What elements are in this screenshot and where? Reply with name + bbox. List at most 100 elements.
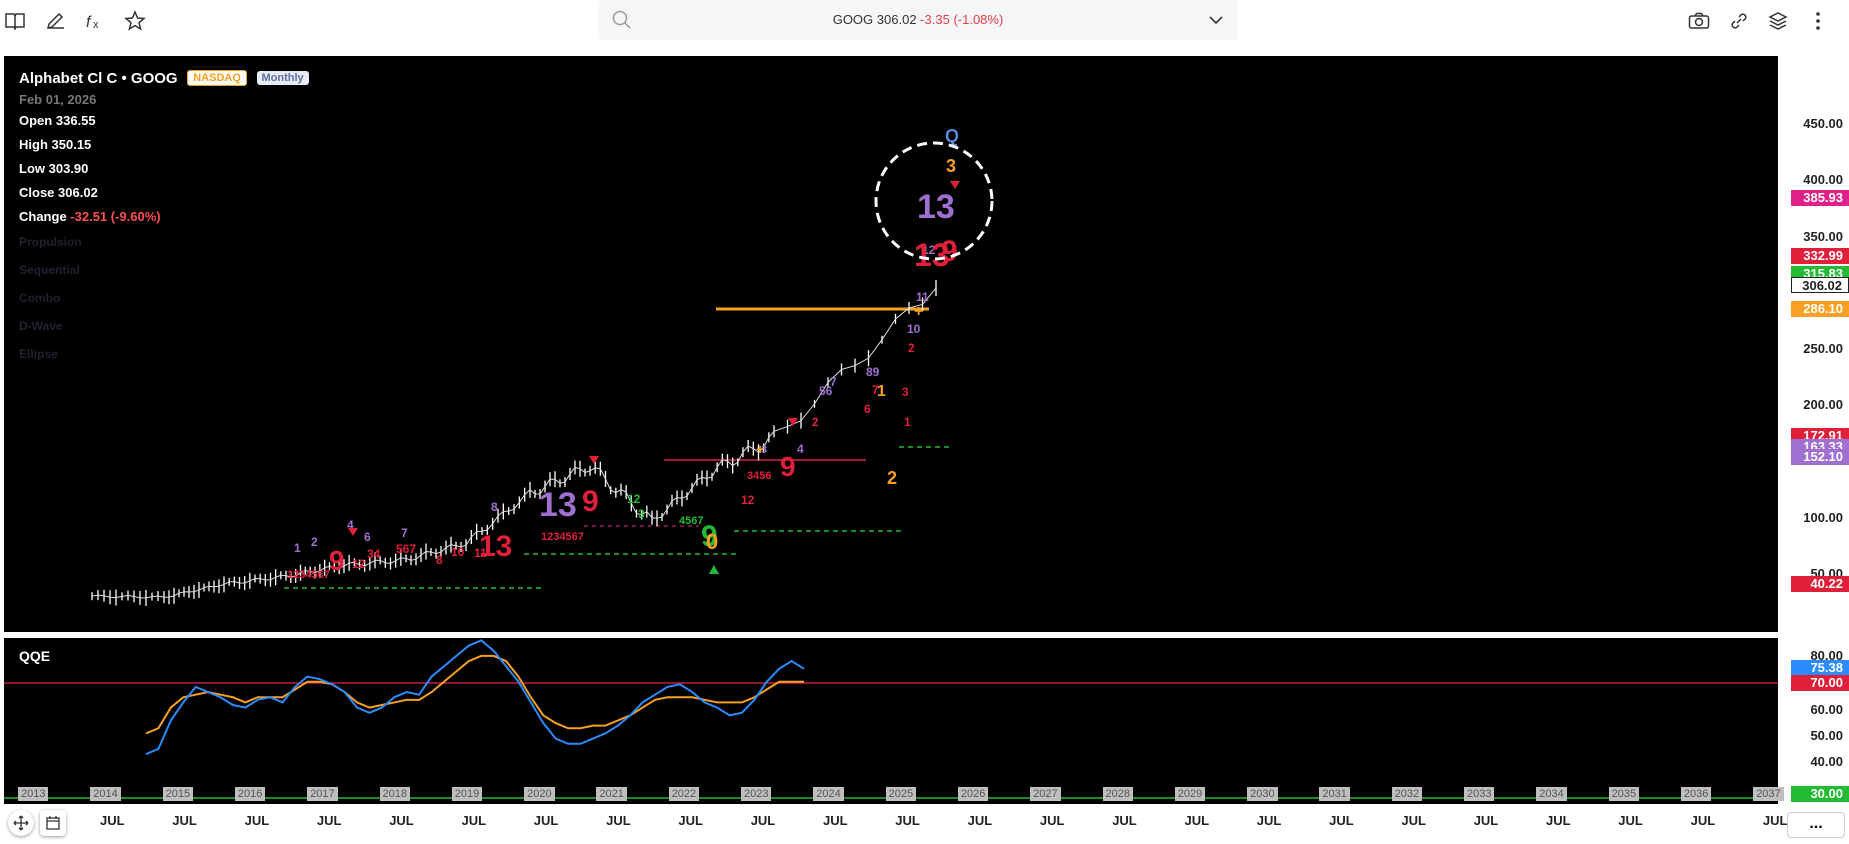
year-label: 2016 — [234, 787, 266, 801]
close-value: 306.02 — [58, 185, 98, 200]
study-combo[interactable]: Combo — [19, 291, 61, 305]
month-label: JUL — [895, 813, 920, 828]
svg-text:1234567: 1234567 — [541, 531, 584, 543]
svg-text:56: 56 — [819, 384, 833, 398]
qqe-tick: 40.00 — [1810, 754, 1843, 769]
year-label: 2024 — [813, 787, 844, 801]
layers-icon[interactable] — [1763, 6, 1793, 36]
svg-text:9: 9 — [941, 235, 958, 268]
time-axis[interactable]: JUL JUL JUL JUL JUL JUL JUL JUL JUL JUL JUL JUL JUL J… — [0, 804, 1849, 844]
month-label: JUL — [172, 813, 197, 828]
year-label: 2035 — [1608, 787, 1640, 801]
svg-text:7: 7 — [830, 375, 837, 389]
svg-text:3456: 3456 — [747, 470, 771, 482]
price-chart-canvas[interactable]: 1 2 4 6 7 8 1234567 9 12 34 567 8 10 11 … — [4, 56, 1778, 632]
year-label: 2017 — [307, 787, 338, 801]
study-ellipse[interactable]: Ellipse — [19, 347, 58, 361]
year-label: 2018 — [379, 787, 410, 801]
svg-text:2: 2 — [908, 341, 915, 355]
qqe-pane[interactable] — [4, 638, 1778, 804]
qqe-canvas[interactable] — [4, 638, 1778, 804]
svg-text:0: 0 — [706, 529, 718, 554]
book-icon[interactable] — [0, 6, 30, 36]
symbol-search[interactable]: GOOG 306.02 -3.35 (-1.08%) — [598, 0, 1238, 40]
price-label-385: 385.93 — [1791, 190, 1849, 206]
svg-text:12: 12 — [352, 557, 366, 571]
symbol-change: -3.35 — [920, 12, 950, 27]
svg-text:9: 9 — [329, 545, 345, 576]
price-tick: 400.00 — [1803, 172, 1843, 187]
ellipse-study[interactable] — [874, 141, 994, 261]
year-label: 2022 — [668, 787, 700, 801]
year-label: 2037 — [1753, 787, 1784, 801]
year-label: 2030 — [1247, 787, 1278, 801]
qqe-label-70: 70.00 — [1791, 675, 1849, 691]
chevron-down-icon[interactable] — [1208, 12, 1224, 33]
interval-badge[interactable]: Monthly — [256, 71, 309, 85]
pane-separator[interactable] — [0, 632, 1849, 638]
month-label: JUL — [678, 813, 703, 828]
svg-text:4: 4 — [797, 442, 804, 456]
year-label: 2032 — [1391, 787, 1423, 801]
month-label: JUL — [1401, 813, 1426, 828]
link-icon[interactable] — [1724, 6, 1754, 36]
month-label: JUL — [1546, 813, 1571, 828]
symbol-price: 306.02 — [876, 12, 917, 27]
svg-text:3: 3 — [638, 507, 645, 521]
calendar-icon[interactable] — [40, 810, 66, 836]
year-label: 2020 — [524, 787, 555, 801]
month-label: JUL — [1112, 813, 1137, 828]
low-label: Low — [19, 161, 45, 176]
price-label-current: 306.02 — [1791, 277, 1849, 293]
count-labels: 1 2 4 6 7 8 1234567 9 12 34 567 8 10 11 … — [287, 126, 959, 581]
study-propulsion[interactable]: Propulsion — [19, 235, 82, 249]
price-chart-pane[interactable]: 1 2 4 6 7 8 1234567 9 12 34 567 8 10 11 … — [4, 56, 1778, 632]
exchange-badge: NASDAQ — [187, 70, 247, 86]
qqe-label-30: 30.00 — [1791, 786, 1849, 802]
svg-text:1234567: 1234567 — [287, 569, 330, 581]
month-label: JUL — [1184, 813, 1210, 828]
price-label-40: 40.22 — [1791, 576, 1849, 592]
price-axis[interactable]: 450.00 400.00 350.00 250.00 200.00 100.0… — [1778, 56, 1849, 632]
svg-text:12: 12 — [922, 243, 936, 257]
camera-icon[interactable] — [1684, 6, 1714, 36]
price-tick: 100.00 — [1803, 510, 1843, 525]
svg-text:f: f — [86, 14, 92, 31]
qqe-tick: 80.00 — [1810, 648, 1843, 663]
high-value: 350.15 — [51, 137, 92, 152]
search-icon — [612, 10, 632, 35]
month-label: JUL — [1329, 813, 1354, 828]
symbol-ticker: GOOG — [832, 12, 874, 27]
month-label: JUL — [316, 813, 342, 828]
year-label: 2033 — [1464, 787, 1495, 801]
more-button[interactable]: ... — [1787, 812, 1845, 838]
legend-close: Close 306.02 — [19, 185, 98, 200]
svg-text:Q: Q — [945, 126, 959, 146]
month-label: JUL — [750, 813, 776, 828]
more-vertical-icon[interactable] — [1803, 6, 1833, 36]
study-sequential[interactable]: Sequential — [19, 263, 80, 277]
year-label: 2027 — [1030, 787, 1061, 801]
move-icon[interactable] — [8, 810, 34, 836]
year-label: 2014 — [90, 787, 121, 801]
price-label-286: 286.10 — [1791, 301, 1849, 317]
qqe-label-75: 75.38 — [1791, 660, 1849, 676]
svg-text:89: 89 — [866, 365, 880, 379]
svg-text:2: 2 — [887, 468, 897, 488]
qqe-axis[interactable]: 80.00 60.00 50.00 40.00 75.38 70.00 30.0… — [1778, 638, 1849, 804]
svg-text:12: 12 — [627, 492, 641, 506]
svg-text:9: 9 — [701, 520, 718, 553]
pencil-icon[interactable] — [40, 6, 70, 36]
study-dwave[interactable]: D-Wave — [19, 319, 63, 333]
open-value: 336.55 — [55, 113, 96, 128]
low-value: 303.90 — [48, 161, 89, 176]
month-label: JUL — [533, 813, 559, 828]
star-icon[interactable] — [120, 6, 150, 36]
month-label: JUL — [1039, 813, 1065, 828]
svg-text:12: 12 — [741, 493, 755, 507]
price-label-332: 332.99 — [1791, 248, 1849, 264]
svg-text:+: + — [756, 441, 764, 457]
svg-text:+: + — [914, 303, 923, 320]
